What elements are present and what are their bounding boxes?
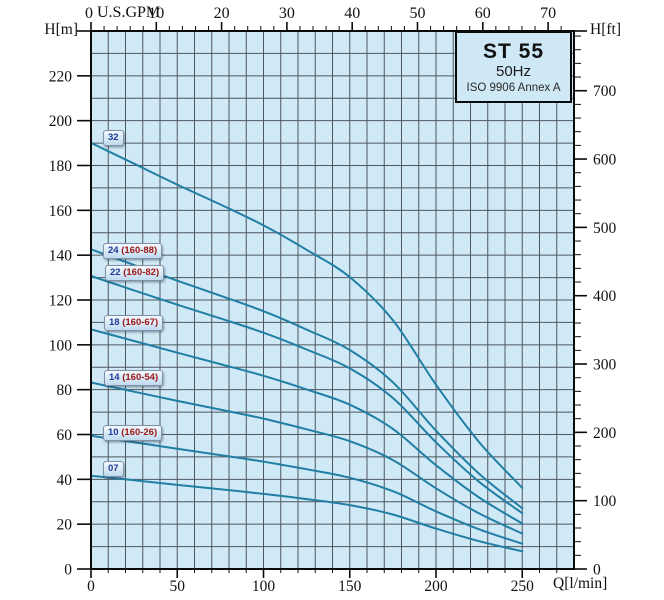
left-tick-label: 200 [49, 113, 73, 130]
right-tick-label: 600 [593, 152, 617, 169]
left-tick-label: 80 [57, 382, 73, 399]
right-tick-label: 500 [593, 220, 617, 237]
curve-stage-number: 22 [110, 267, 121, 278]
curve-model-code: (160-82) [120, 267, 160, 278]
pump-model-label: ST 55 [482, 40, 545, 63]
top-axis-unit-label: U.S.GPM [97, 4, 161, 21]
right-tick-label: 400 [593, 288, 617, 305]
curve-label-07: 07 [103, 461, 124, 477]
top-tick-label: 0 [85, 5, 93, 22]
curve-32 [90, 141, 524, 489]
top-tick-label: 20 [214, 5, 230, 22]
curve-label-18: 18 (160-67) [104, 315, 164, 331]
bottom-tick-label: 150 [338, 578, 362, 595]
iso-standard-label: ISO 9906 Annex A [466, 82, 561, 95]
right-tick-label: 0 [593, 562, 601, 579]
curve-stage-number: 32 [108, 132, 119, 143]
bottom-tick-label: 100 [252, 578, 276, 595]
curve-label-24: 24 (160-88) [103, 243, 163, 259]
top-tick-label: 70 [540, 5, 556, 22]
curve-10 [90, 434, 524, 545]
curve-14 [90, 381, 524, 535]
bottom-axis-unit-label: Q[l/min] [553, 575, 608, 592]
curve-model-code: (160-54) [119, 372, 159, 383]
left-tick-label: 160 [49, 203, 73, 220]
curve-07 [90, 474, 524, 553]
curve-22 [90, 275, 524, 515]
left-tick-label: 220 [49, 68, 73, 85]
left-tick-label: 0 [64, 562, 72, 579]
curve-stage-number: 07 [108, 463, 119, 474]
top-tick-label: 10 [148, 5, 164, 22]
right-tick-label: 200 [593, 425, 617, 442]
left-tick-label: 100 [49, 337, 73, 354]
top-tick-label: 30 [279, 5, 295, 22]
left-tick-label: 120 [49, 293, 73, 310]
curve-label-22: 22 (160-82) [105, 265, 165, 281]
left-axis-unit-label: H[m] [44, 21, 78, 38]
right-tick-label: 300 [593, 357, 617, 374]
curve-label-10: 10 (160-26) [103, 425, 163, 441]
top-tick-label: 60 [475, 5, 491, 22]
left-tick-label: 20 [57, 517, 73, 534]
curve-model-code: (160-26) [118, 427, 158, 438]
left-tick-label: 40 [57, 472, 73, 489]
left-tick-label: 60 [57, 427, 73, 444]
top-tick-label: 50 [409, 5, 425, 22]
bottom-tick-label: 200 [424, 578, 448, 595]
curve-stage-number: 10 [108, 427, 119, 438]
right-tick-label: 100 [593, 493, 617, 510]
curve-24 [90, 248, 524, 510]
title-box: ST 55 50Hz ISO 9906 Annex A [455, 31, 572, 103]
curve-label-32: 32 [103, 130, 124, 146]
curve-stage-number: 14 [109, 372, 120, 383]
curve-model-code: (160-67) [119, 317, 159, 328]
curve-model-code: (160-88) [118, 245, 158, 256]
curve-stage-number: 24 [108, 245, 119, 256]
right-axis-unit-label: H[ft] [590, 21, 621, 38]
top-tick-label: 40 [344, 5, 360, 22]
bottom-tick-label: 50 [170, 578, 186, 595]
curve-stage-number: 18 [109, 317, 120, 328]
frequency-label: 50Hz [495, 63, 532, 81]
right-tick-label: 700 [593, 83, 617, 100]
bottom-tick-label: 0 [87, 578, 95, 595]
left-tick-label: 140 [49, 248, 73, 265]
curve-18 [90, 328, 524, 525]
bottom-tick-label: 250 [511, 578, 535, 595]
curve-label-14: 14 (160-54) [104, 370, 164, 386]
left-tick-label: 180 [49, 158, 73, 175]
